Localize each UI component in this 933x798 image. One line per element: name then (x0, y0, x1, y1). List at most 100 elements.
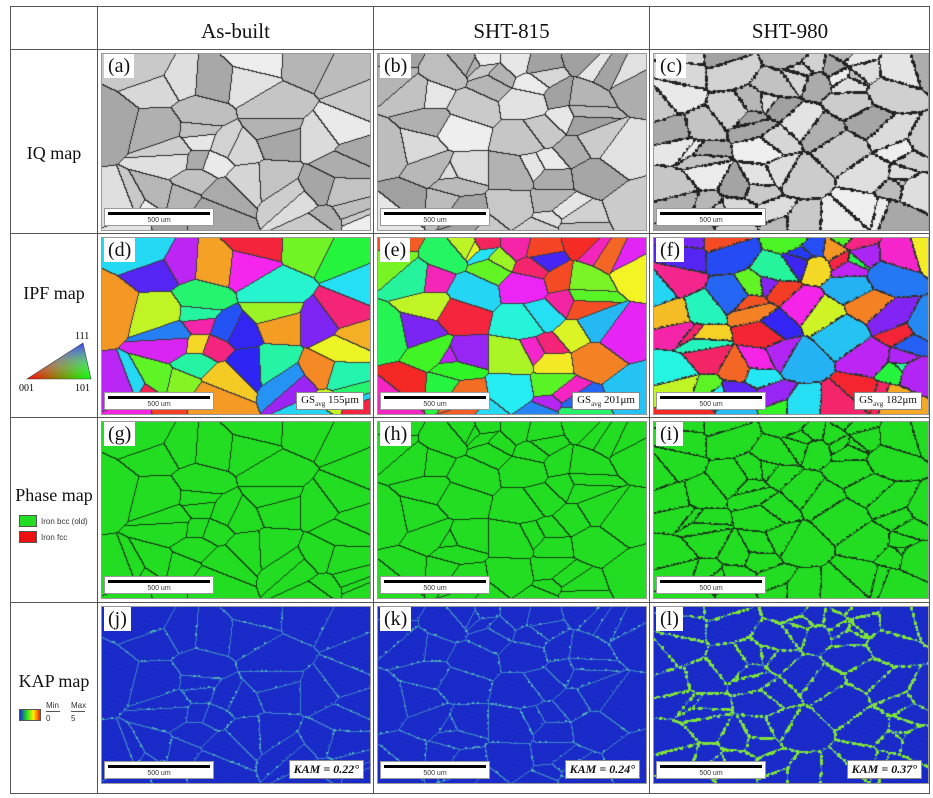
grain-size-annotation: GSavg 201μm (572, 391, 640, 410)
scale-bar: 500 um (380, 761, 490, 779)
micrograph-image (378, 54, 646, 230)
scale-bar-line (660, 580, 762, 583)
micrograph-panel: (j) 500 um KAM = 0.22° (101, 606, 371, 784)
phase-legend-fcc: Iron fcc (19, 531, 67, 543)
scale-bar-label: 500 um (423, 585, 447, 592)
micrograph-panel: (i) 500 um (653, 421, 929, 599)
micrograph-panel: (c) 500 um (653, 53, 929, 231)
col-divider (97, 7, 98, 793)
scale-bar: 500 um (656, 208, 766, 226)
scale-bar-line (660, 765, 762, 768)
micrograph-image (102, 607, 370, 783)
column-header-as-built: As-built (201, 18, 270, 43)
scale-bar: 500 um (380, 392, 490, 410)
micrograph-panel: (a) 500 um (101, 53, 371, 231)
phase-legend-bcc: Iron bcc (old) (19, 515, 88, 527)
micrograph-panel: (b) 500 um (377, 53, 647, 231)
row-label-phase: Phase map (15, 485, 93, 505)
scale-bar-label: 500 um (699, 770, 723, 777)
panel-label: (i) (656, 422, 683, 446)
kap-color-legend: Min Max 0 5 (19, 701, 99, 735)
scale-bar-label: 500 um (699, 401, 723, 408)
panel-label: (l) (656, 607, 683, 631)
micrograph-image (378, 422, 646, 598)
micrograph-image (102, 422, 370, 598)
scale-bar-label: 500 um (147, 770, 171, 777)
scale-bar: 500 um (380, 576, 490, 594)
micrograph-image (378, 607, 646, 783)
micrograph-image (102, 54, 370, 230)
micrograph-panel: (l) 500 um KAM = 0.37° (653, 606, 929, 784)
panel-label: (e) (380, 238, 411, 262)
row-label-iq: IQ map (26, 143, 82, 163)
kap-min-label: Min (46, 701, 59, 710)
col-divider (373, 7, 374, 793)
kap-max-label: Max (71, 701, 87, 710)
kam-annotation: KAM = 0.37° (846, 760, 922, 779)
scale-bar-line (108, 765, 210, 768)
column-header-sht-815: SHT-815 (473, 18, 550, 43)
kap-color-scale (19, 709, 41, 721)
panel-label: (f) (656, 238, 684, 262)
panel-label: (a) (104, 54, 135, 78)
row-divider (11, 233, 929, 234)
scale-bar-line (384, 396, 486, 399)
ipf-label-111: 111 (75, 331, 89, 342)
micrograph-image (654, 607, 928, 783)
kap-max-value: 5 (71, 714, 76, 723)
scale-bar-label: 500 um (699, 585, 723, 592)
scale-bar-line (660, 396, 762, 399)
micrograph-panel: (h) 500 um (377, 421, 647, 599)
ipf-color-legend: 111 001 101 (19, 325, 99, 395)
panel-label: (j) (104, 607, 131, 631)
scale-bar-label: 500 um (147, 217, 171, 224)
grain-size-annotation: GSavg 182μm (854, 391, 922, 410)
micrograph-panel: (f) 500 um GSavg 182μm (653, 237, 929, 415)
micrograph-image (654, 238, 928, 414)
micrograph-image (654, 422, 928, 598)
row-divider (11, 417, 929, 418)
bcc-label: Iron bcc (old) (41, 516, 88, 526)
panel-label: (c) (656, 54, 687, 78)
fcc-swatch (19, 531, 37, 543)
row-label-kap: KAP map (18, 671, 90, 691)
header-divider (11, 49, 929, 50)
fcc-label: Iron fcc (41, 532, 68, 542)
scale-bar: 500 um (104, 576, 214, 594)
scale-bar-label: 500 um (423, 401, 447, 408)
scale-bar-line (108, 396, 210, 399)
kam-annotation: KAM = 0.24° (564, 760, 640, 779)
column-header-sht-980: SHT-980 (751, 18, 829, 43)
scale-bar-label: 500 um (147, 401, 171, 408)
ipf-triangle: 111 001 101 (19, 331, 92, 394)
row-divider (11, 602, 929, 603)
scale-bar-line (108, 212, 210, 215)
micrograph-panel: (e) 500 um GSavg 201μm (377, 237, 647, 415)
kap-min-value: 0 (46, 714, 51, 723)
grain-size-annotation: GSavg 155μm (296, 391, 364, 410)
scale-bar-line (384, 580, 486, 583)
figure-table: As-built SHT-815 SHT-980 IQ map IPF map … (10, 6, 930, 794)
scale-bar-line (384, 765, 486, 768)
panel-label: (g) (104, 422, 136, 446)
scale-bar: 500 um (104, 761, 214, 779)
kam-annotation: KAM = 0.22° (288, 760, 364, 779)
scale-bar: 500 um (656, 761, 766, 779)
scale-bar-label: 500 um (423, 770, 447, 777)
scale-bar: 500 um (380, 208, 490, 226)
scale-bar-line (384, 212, 486, 215)
bcc-swatch (19, 515, 37, 527)
scale-bar: 500 um (104, 392, 214, 410)
scale-bar-line (660, 212, 762, 215)
panel-label: (b) (380, 54, 412, 78)
scale-bar-label: 500 um (423, 217, 447, 224)
micrograph-image (102, 238, 370, 414)
panel-label: (h) (380, 422, 412, 446)
micrograph-panel: (g) 500 um (101, 421, 371, 599)
scale-bar: 500 um (656, 392, 766, 410)
col-divider (649, 7, 650, 793)
ipf-label-001: 001 (19, 383, 34, 394)
panel-label: (d) (104, 238, 136, 262)
scale-bar-line (108, 580, 210, 583)
scale-bar: 500 um (656, 576, 766, 594)
